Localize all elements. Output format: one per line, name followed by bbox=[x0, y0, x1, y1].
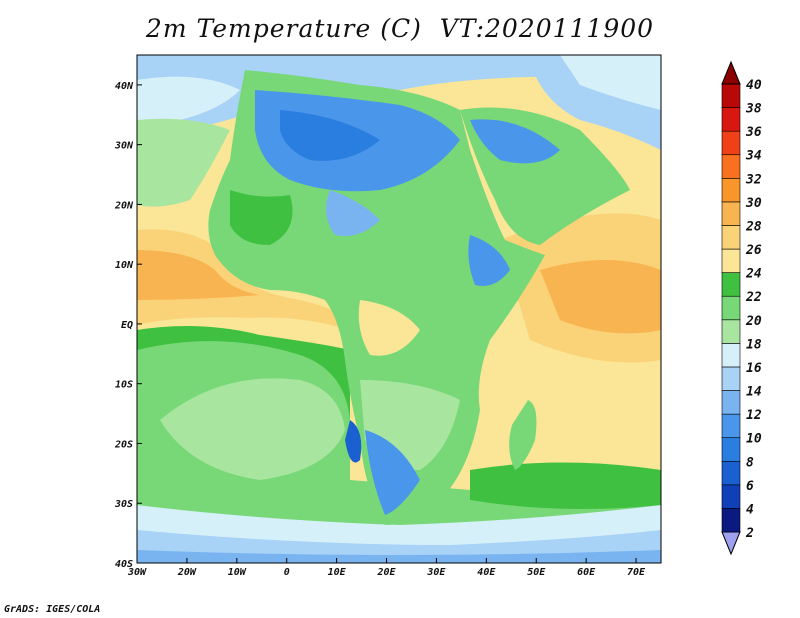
colorbar-bin bbox=[721, 154, 741, 179]
lon-tick-label: 10W bbox=[228, 567, 247, 578]
colorbar-bin bbox=[721, 413, 741, 438]
lat-tick-label: 20N bbox=[114, 200, 134, 211]
colorbar-bin bbox=[721, 366, 741, 391]
lon-tick-label: 30E bbox=[426, 567, 446, 578]
colorbar-max-arrow bbox=[721, 60, 741, 85]
colorbar-label: 18 bbox=[746, 337, 762, 352]
colorbar-bin bbox=[721, 130, 741, 156]
lat-tick-label: 30S bbox=[114, 499, 133, 510]
lat-tick-label: 40N bbox=[115, 81, 134, 92]
colorbar-label: 10 bbox=[746, 432, 762, 447]
colorbar-label: 40 bbox=[746, 78, 762, 93]
lon-tick-label: 40E bbox=[477, 567, 496, 578]
colorbar-label: 8 bbox=[746, 455, 754, 470]
colorbar-bin bbox=[721, 248, 741, 273]
lat-tick-label: EQ bbox=[121, 320, 133, 331]
longitude-axis: 30W 20W 10W 0 10E 20E 30E 40E 50E 60E 70E bbox=[127, 558, 646, 578]
colorbar-label: 16 bbox=[746, 361, 762, 376]
colorbar-label: 14 bbox=[746, 385, 762, 400]
colorbar-bin bbox=[721, 272, 741, 297]
colorbar-label: 4 bbox=[746, 502, 754, 517]
colorbar-label: 2 bbox=[745, 526, 754, 541]
colorbar-bin bbox=[721, 484, 741, 509]
colorbar-bin bbox=[721, 343, 741, 368]
colorbar-bin bbox=[721, 83, 741, 108]
lon-tick-label: 20W bbox=[177, 567, 197, 578]
temperature-field bbox=[137, 55, 661, 563]
colorbar-bin bbox=[721, 178, 741, 203]
colorbar-label: 32 bbox=[745, 172, 762, 187]
colorbar-bin bbox=[721, 460, 741, 486]
lat-tick-label: 20S bbox=[114, 439, 133, 450]
colorbar-bin bbox=[721, 390, 741, 415]
lon-tick-label: 60E bbox=[577, 567, 596, 578]
lon-tick-label: 10E bbox=[328, 567, 347, 578]
colorbar-label: 22 bbox=[745, 290, 762, 305]
colorbar-bin bbox=[721, 295, 741, 321]
colorbar-label: 20 bbox=[745, 314, 762, 329]
colorbar-bin bbox=[721, 225, 741, 250]
colorbar-label: 24 bbox=[745, 267, 762, 282]
colorbar-label: 30 bbox=[745, 196, 762, 211]
lon-tick-label: 70E bbox=[627, 567, 646, 578]
colorbar-label: 34 bbox=[745, 149, 762, 164]
colorbar-label: 28 bbox=[745, 219, 762, 234]
lat-tick-label: 10S bbox=[115, 380, 133, 391]
lon-tick-label: 20E bbox=[376, 567, 396, 578]
lon-tick-label: 30W bbox=[127, 567, 147, 578]
lat-tick-label: 10N bbox=[115, 260, 134, 271]
lon-tick-label: 50E bbox=[527, 567, 546, 578]
plot-frame bbox=[136, 54, 662, 564]
colorbar-label: 38 bbox=[745, 102, 762, 117]
footer-credit: GrADS: IGES/COLA bbox=[4, 604, 101, 615]
colorbar-bin bbox=[721, 319, 741, 344]
colorbar-bin bbox=[721, 201, 741, 226]
colorbar-bin bbox=[721, 107, 741, 132]
latitude-axis: 40S 30S 20S 10S EQ 10N 20N 30N 40N bbox=[114, 81, 142, 570]
colorbar-label: 36 bbox=[745, 125, 762, 140]
colorbar-bin bbox=[721, 508, 741, 533]
lon-tick-label: 0 bbox=[284, 567, 290, 578]
colorbar-min-arrow bbox=[721, 531, 741, 556]
map-title: 2m Temperature (C) VT:2020111900 bbox=[145, 14, 655, 43]
colorbar-label: 6 bbox=[746, 479, 754, 494]
colorbar-label: 12 bbox=[746, 408, 762, 423]
colorbar-label: 26 bbox=[745, 243, 762, 258]
colorbar-bin bbox=[721, 437, 741, 462]
lat-tick-label: 40S bbox=[115, 559, 133, 570]
lat-tick-label: 30N bbox=[114, 141, 134, 152]
